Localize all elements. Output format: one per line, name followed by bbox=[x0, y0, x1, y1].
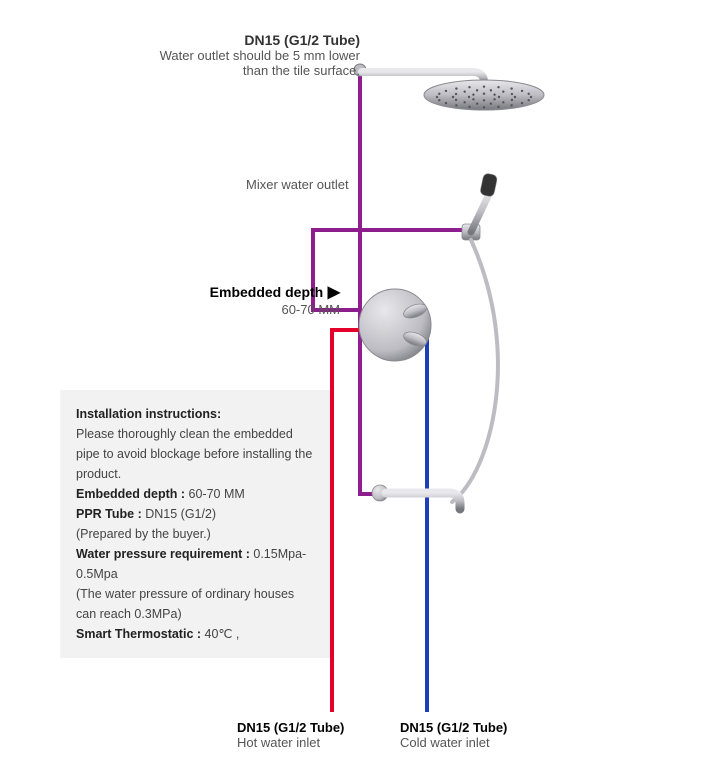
mixer-outlet-label: Mixer water outlet bbox=[246, 177, 349, 192]
top-outlet-label: DN15 (G1/2 Tube) Water outlet should be … bbox=[0, 32, 360, 78]
instructions-heading: Installation instructions: bbox=[76, 404, 314, 424]
top-outlet-sub2: than the tile surface. bbox=[0, 63, 360, 78]
top-outlet-title: DN15 (G1/2 Tube) bbox=[0, 32, 360, 48]
instr-press-note: (The water pressure of ordinary houses c… bbox=[76, 584, 314, 624]
instr-depth-val: 60-70 MM bbox=[185, 487, 245, 501]
embedded-depth-label: Embedded depth ▶ 60-70 MM bbox=[0, 282, 340, 317]
cold-inlet-sub: Cold water inlet bbox=[400, 735, 507, 750]
instr-press-key: Water pressure requirement : bbox=[76, 547, 250, 561]
embedded-depth-value: 60-70 MM bbox=[0, 302, 340, 317]
arrow-right-icon: ▶ bbox=[328, 284, 340, 301]
instr-tube-key: PPR Tube : bbox=[76, 507, 142, 521]
instr-tube-val: DN15 (G1/2) bbox=[142, 507, 216, 521]
hot-inlet-label: DN15 (G1/2 Tube) Hot water inlet bbox=[237, 720, 344, 750]
cold-inlet-label: DN15 (G1/2 Tube) Cold water inlet bbox=[400, 720, 507, 750]
instr-tube-note: (Prepared by the buyer.) bbox=[76, 524, 314, 544]
instr-depth-key: Embedded depth : bbox=[76, 487, 185, 501]
top-outlet-sub1: Water outlet should be 5 mm lower bbox=[0, 48, 360, 63]
instructions-p1: Please thoroughly clean the embedded pip… bbox=[76, 424, 314, 484]
installation-instructions: Installation instructions: Please thorou… bbox=[60, 390, 330, 658]
hot-inlet-title: DN15 (G1/2 Tube) bbox=[237, 720, 344, 735]
embedded-depth-title: Embedded depth bbox=[210, 284, 324, 300]
cold-inlet-title: DN15 (G1/2 Tube) bbox=[400, 720, 507, 735]
hot-inlet-sub: Hot water inlet bbox=[237, 735, 344, 750]
instr-thermo-val: 40℃ , bbox=[201, 627, 239, 641]
instr-thermo-key: Smart Thermostatic : bbox=[76, 627, 201, 641]
